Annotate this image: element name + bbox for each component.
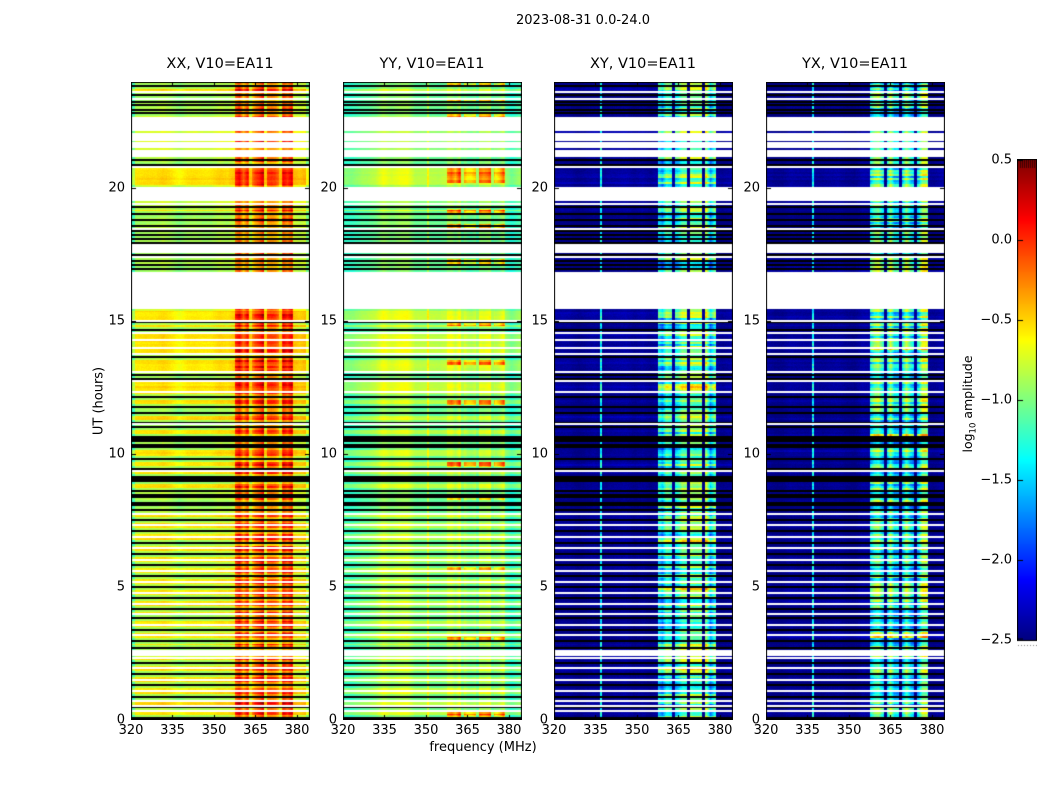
x-axis-label: frequency (MHz) (429, 740, 537, 755)
y-tick-label: 0 (539, 712, 548, 728)
y-tick-label: 5 (328, 579, 337, 595)
heatmap-canvas-xx (131, 82, 310, 720)
colorbar-tick-label: −1.0 (980, 392, 1012, 408)
y-tick-label: 5 (539, 579, 548, 595)
x-tick-label: 350 (836, 723, 862, 738)
panel-title-yx: YX, V10=EA11 (801, 56, 909, 72)
y-tick-label: 15 (108, 313, 125, 329)
colorbar-label-pre: log (959, 433, 975, 453)
colorbar (1017, 159, 1037, 649)
y-tick-label: 0 (116, 712, 125, 728)
colorbar-label-sub: 10 (968, 422, 979, 434)
y-tick-label: 5 (751, 579, 760, 595)
y-tick-label: 15 (531, 313, 548, 329)
heatmap-canvas-yy (343, 82, 522, 720)
x-tick-label: 350 (201, 723, 227, 738)
colorbar-tick-label: −2.5 (980, 632, 1012, 648)
x-tick-label: 350 (413, 723, 439, 738)
x-tick-label: 380 (919, 723, 945, 738)
colorbar-tick-label: 0.0 (991, 232, 1012, 248)
x-tick-label: 380 (284, 723, 310, 738)
panel-title-yy: YY, V10=EA11 (379, 56, 485, 72)
y-tick-label: 10 (531, 446, 548, 462)
colorbar-label: log10 amplitude (960, 355, 979, 452)
x-tick-label: 365 (878, 723, 903, 738)
y-tick-label: 20 (108, 180, 125, 196)
x-tick-label: 320 (753, 723, 779, 738)
x-tick-label: 365 (666, 723, 691, 738)
y-tick-label: 0 (328, 712, 337, 728)
x-tick-label: 335 (160, 723, 185, 738)
y-tick-label: 5 (116, 579, 125, 595)
x-tick-label: 365 (455, 723, 480, 738)
y-tick-label: 20 (320, 180, 337, 196)
x-tick-label: 380 (707, 723, 733, 738)
y-tick-label: 15 (320, 313, 337, 329)
y-tick-label: 20 (531, 180, 548, 196)
x-tick-label: 320 (330, 723, 356, 738)
colorbar-tick-label: 0.5 (991, 152, 1012, 168)
panel-title-xy: XY, V10=EA11 (589, 56, 697, 72)
x-tick-label: 335 (583, 723, 608, 738)
y-tick-label: 10 (108, 446, 125, 462)
y-tick-label: 10 (743, 446, 760, 462)
heatmap-canvas-cross-2 (554, 82, 733, 720)
y-tick-label: 15 (743, 313, 760, 329)
colorbar-tick-label: −0.5 (980, 312, 1012, 328)
y-tick-label: 0 (751, 712, 760, 728)
figure-title: 2023-08-31 0.0-24.0 (516, 13, 650, 28)
heatmap-canvas-cross-3 (766, 82, 945, 720)
x-tick-label: 320 (118, 723, 144, 738)
colorbar-tick-label: −1.5 (980, 472, 1012, 488)
x-tick-label: 320 (541, 723, 567, 738)
y-tick-label: 10 (320, 446, 337, 462)
x-tick-label: 335 (795, 723, 820, 738)
panel-title-xx: XX, V10=EA11 (166, 56, 274, 72)
x-tick-label: 350 (624, 723, 650, 738)
x-tick-label: 335 (372, 723, 397, 738)
colorbar-tick-label: −2.0 (980, 552, 1012, 568)
x-tick-label: 380 (496, 723, 522, 738)
y-tick-label: 20 (743, 180, 760, 196)
colorbar-label-post: amplitude (959, 355, 975, 423)
y-axis-label: UT (hours) (91, 366, 107, 436)
x-tick-label: 365 (243, 723, 268, 738)
